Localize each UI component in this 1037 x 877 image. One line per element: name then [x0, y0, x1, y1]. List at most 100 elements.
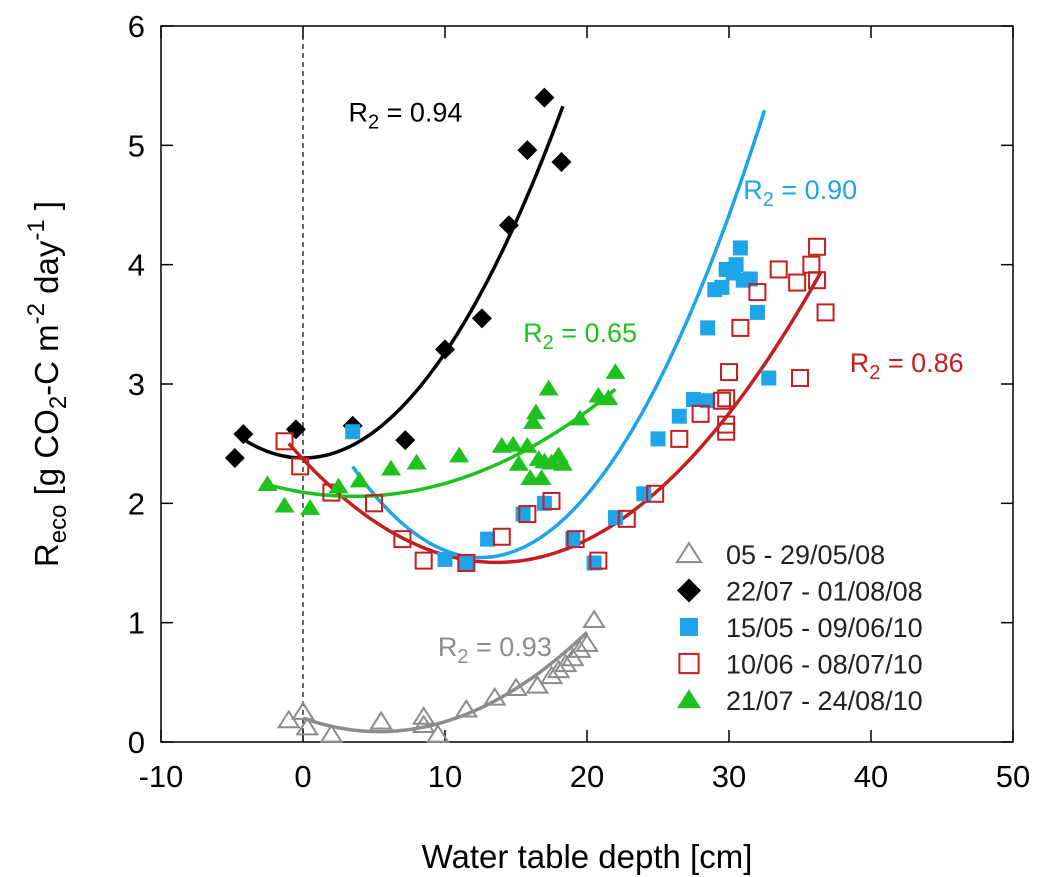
x-tick-label: 40: [854, 759, 888, 794]
data-point: [816, 303, 835, 322]
data-point: [275, 432, 294, 451]
r2-label: R2 = 0.93: [438, 632, 552, 668]
data-points: [224, 87, 835, 743]
data-point: [517, 437, 538, 453]
r2-label: R2 = 0.94: [348, 97, 462, 133]
data-point: [393, 530, 412, 549]
legend-entry: 10/06 - 08/07/10: [726, 650, 923, 680]
data-point: [589, 551, 608, 570]
fit-curve: [351, 109, 767, 560]
data-point: [492, 527, 511, 546]
data-point: [349, 471, 370, 488]
data-point: [808, 271, 827, 290]
y-tick-label: 5: [128, 128, 145, 163]
legend-entry: 21/07 - 24/08/10: [726, 686, 923, 716]
data-point: [691, 404, 710, 423]
data-point: [742, 271, 758, 287]
data-point: [598, 389, 619, 406]
data-point: [671, 408, 687, 424]
data-point: [291, 457, 310, 476]
data-point: [791, 369, 809, 388]
x-tick-label: 50: [996, 759, 1030, 794]
legend-marker: [677, 689, 701, 709]
legend: 05 - 29/05/08 22/07 - 01/08/08 15/05 - 09/…: [675, 540, 923, 716]
data-point: [411, 706, 436, 725]
y-title-exp2: -1: [23, 219, 50, 240]
data-point: [808, 237, 827, 256]
fit-curve: [245, 105, 565, 460]
data-point: [582, 609, 606, 629]
data-point: [700, 320, 716, 336]
data-point: [650, 431, 666, 447]
data-point: [285, 419, 306, 440]
legend-marker: [677, 578, 701, 603]
data-point: [552, 454, 573, 471]
data-point: [471, 308, 492, 329]
data-point: [525, 403, 546, 420]
data-point: [414, 551, 433, 570]
y-axis-title: Reco [g CO2-C m-2 day-1 ]: [23, 201, 72, 567]
data-point: [406, 453, 427, 470]
data-point: [517, 140, 538, 161]
r2-label: R2 = 0.90: [743, 175, 857, 211]
data-point: [686, 392, 701, 408]
data-point: [551, 152, 572, 173]
data-point: [720, 363, 738, 382]
data-point: [605, 363, 626, 379]
y-title-exp1: -2: [23, 303, 50, 324]
data-point: [518, 505, 537, 524]
data-point: [546, 659, 571, 679]
data-point: [504, 677, 528, 697]
y-title-day: day: [28, 240, 65, 303]
data-point: [395, 430, 416, 451]
x-tick-label: 30: [712, 759, 746, 794]
data-point: [381, 459, 402, 476]
data-point: [503, 435, 524, 452]
data-point: [531, 469, 552, 486]
legend-marker: [680, 618, 698, 636]
data-point: [569, 409, 590, 426]
legend-entry: 05 - 29/05/08: [726, 540, 885, 570]
x-tick-label: 10: [428, 759, 462, 794]
data-point: [328, 477, 349, 494]
data-point: [345, 424, 361, 440]
data-point: [717, 415, 736, 434]
legend-marker: [675, 541, 703, 564]
legend-marker: [678, 652, 700, 675]
fit-curves: [245, 105, 823, 734]
data-point: [539, 665, 564, 685]
y-title-sub: eco: [45, 505, 72, 544]
data-point: [670, 429, 689, 448]
data-point: [553, 653, 578, 673]
data-point: [291, 701, 315, 720]
x-tick-label: -10: [139, 759, 184, 794]
fit-curve: [302, 630, 589, 734]
y-title-bracket-close: ]: [28, 201, 65, 219]
data-point: [534, 87, 555, 108]
data-point: [565, 531, 581, 547]
data-point: [508, 454, 529, 471]
data-point: [224, 447, 245, 468]
legend-entry: 15/05 - 09/06/10: [726, 613, 923, 643]
fit-curve: [287, 270, 823, 565]
data-point: [515, 506, 531, 522]
data-point: [788, 273, 807, 292]
data-point: [454, 698, 479, 718]
data-point: [435, 339, 455, 360]
data-point: [257, 475, 278, 491]
y-title-main: R: [28, 543, 65, 567]
data-point: [568, 639, 592, 658]
y-title-co2-sub: 2: [45, 396, 72, 409]
y-title-mid: -C m: [28, 324, 65, 395]
x-axis-title: Water table depth [cm]: [422, 838, 753, 875]
data-point: [300, 499, 321, 515]
data-point: [607, 510, 623, 526]
data-point: [542, 491, 561, 510]
data-point: [480, 531, 496, 547]
data-point: [575, 633, 599, 652]
r2-label: R2 = 0.65: [523, 318, 637, 354]
y-tick-label: 3: [128, 367, 145, 402]
data-point: [365, 494, 383, 513]
